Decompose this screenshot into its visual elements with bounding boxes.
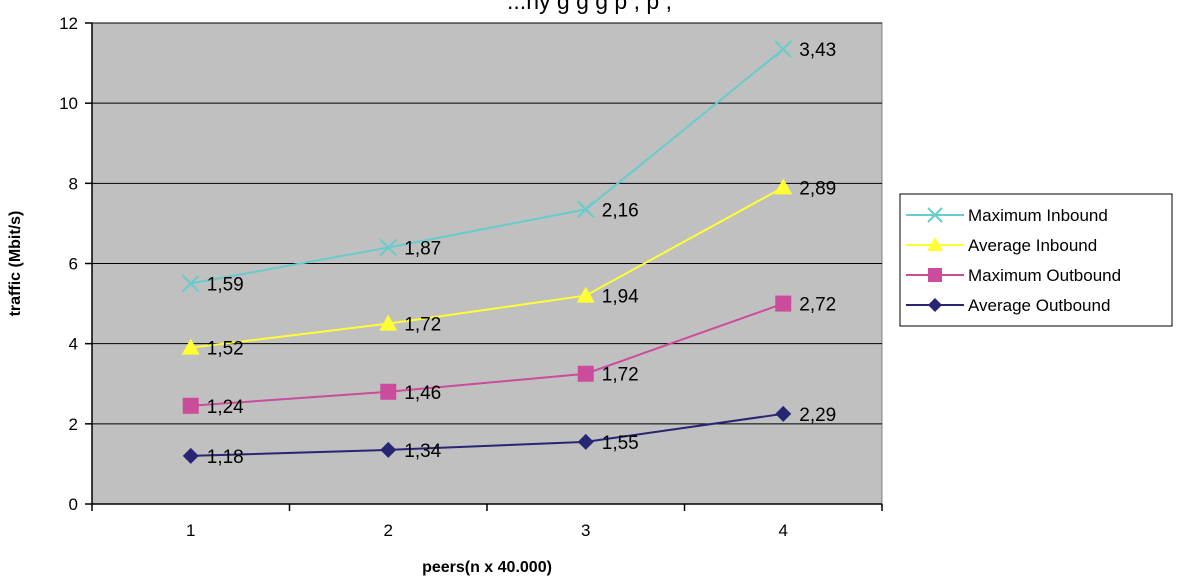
legend-label: Maximum Outbound: [968, 266, 1121, 285]
legend-item-average-outbound: Average Outbound: [906, 296, 1110, 315]
x-tick-label: 4: [779, 521, 788, 540]
marker-x: [774, 40, 792, 58]
marker-square: [775, 295, 792, 312]
marker-diamond: [182, 447, 199, 464]
marker-diamond: [928, 298, 942, 312]
marker-triangle: [774, 178, 793, 195]
legend: Maximum Inbound Average Inbound Maximum Ou…: [899, 193, 1173, 327]
data-label-maximum-outbound: 1,24: [207, 397, 244, 418]
series-line-average-outbound: [190, 412, 784, 457]
marker-x: [927, 207, 943, 223]
marker-x-stroke: [927, 207, 943, 223]
gridlines: [92, 22, 882, 425]
legend-label: Average Outbound: [968, 296, 1110, 315]
data-label-maximum-inbound: 1,87: [404, 238, 441, 259]
series-line-maximum-outbound: [190, 302, 784, 407]
data-label-maximum-outbound: 1,72: [602, 365, 639, 386]
marker-x: [182, 274, 200, 293]
marker-triangle: [379, 314, 398, 331]
data-label-average-outbound: 1,34: [404, 441, 441, 462]
legend-item-maximum-inbound: Maximum Inbound: [906, 206, 1108, 225]
data-label-average-outbound: 1,18: [207, 447, 244, 468]
data-label-average-inbound: 1,52: [207, 339, 244, 360]
y-tick-label: 8: [69, 174, 78, 193]
legend-label: Maximum Inbound: [968, 206, 1108, 225]
marker-diamond: [577, 433, 594, 450]
y-tick-label: 6: [69, 255, 78, 274]
data-label-average-inbound: 1,94: [602, 287, 639, 308]
marker-x-stroke: [577, 200, 595, 219]
series-maximum-inbound: [182, 40, 792, 293]
y-tick-label: 0: [69, 495, 78, 514]
marker-square: [577, 365, 594, 382]
data-label-maximum-inbound: 3,43: [799, 40, 836, 61]
data-labels: 1,59 1,87 2,16 3,43 1,52 1,72 1,94 2,89 1,24 1,46…: [207, 40, 836, 468]
data-label-average-outbound: 2,29: [799, 405, 836, 426]
data-label-maximum-outbound: 1,46: [404, 383, 441, 404]
x-axis-title: peers(n x 40.000): [422, 559, 552, 576]
marker-triangle: [181, 338, 200, 355]
legend-item-maximum-outbound: Maximum Outbound: [906, 266, 1121, 285]
marker-triangle: [927, 237, 943, 251]
marker-x-stroke: [379, 238, 397, 257]
data-label-average-inbound: 1,72: [404, 315, 441, 336]
data-label-average-inbound: 2,89: [799, 178, 836, 199]
y-tick-label: 12: [59, 14, 78, 33]
marker-square: [182, 397, 199, 414]
x-tick-label: 1: [186, 521, 195, 540]
marker-triangle: [576, 286, 595, 303]
marker-x-stroke: [774, 40, 792, 58]
legend-item-average-inbound: Average Inbound: [906, 236, 1097, 255]
series-group: [181, 40, 793, 464]
y-tick-label: 2: [69, 415, 78, 434]
marker-diamond: [775, 405, 792, 422]
y-tick-label: 4: [69, 335, 78, 354]
marker-diamond: [380, 441, 397, 458]
marker-x-stroke: [182, 274, 200, 293]
marker-square: [380, 383, 397, 400]
series-average-inbound: [181, 178, 793, 355]
legend-label: Average Inbound: [968, 236, 1097, 255]
data-label-average-outbound: 1,55: [602, 433, 639, 454]
marker-x: [577, 200, 595, 219]
data-label-maximum-inbound: 2,16: [602, 200, 639, 221]
x-tick-label: 2: [384, 521, 393, 540]
x-tick-label: 3: [581, 521, 590, 540]
series-line-average-inbound: [190, 186, 784, 349]
marker-square: [928, 268, 942, 282]
y-tick-label: 10: [59, 94, 78, 113]
data-label-maximum-inbound: 1,59: [207, 275, 244, 296]
data-label-maximum-outbound: 2,72: [799, 295, 836, 316]
y-axis-title: traffic (Mbit/s): [7, 211, 24, 317]
marker-x: [379, 238, 397, 257]
series-line-maximum-inbound: [190, 48, 784, 285]
series-maximum-outbound: [182, 295, 792, 414]
series-average-outbound: [182, 405, 792, 464]
clipped-caption-text: ...ny g g g p , p ,: [507, 0, 672, 14]
